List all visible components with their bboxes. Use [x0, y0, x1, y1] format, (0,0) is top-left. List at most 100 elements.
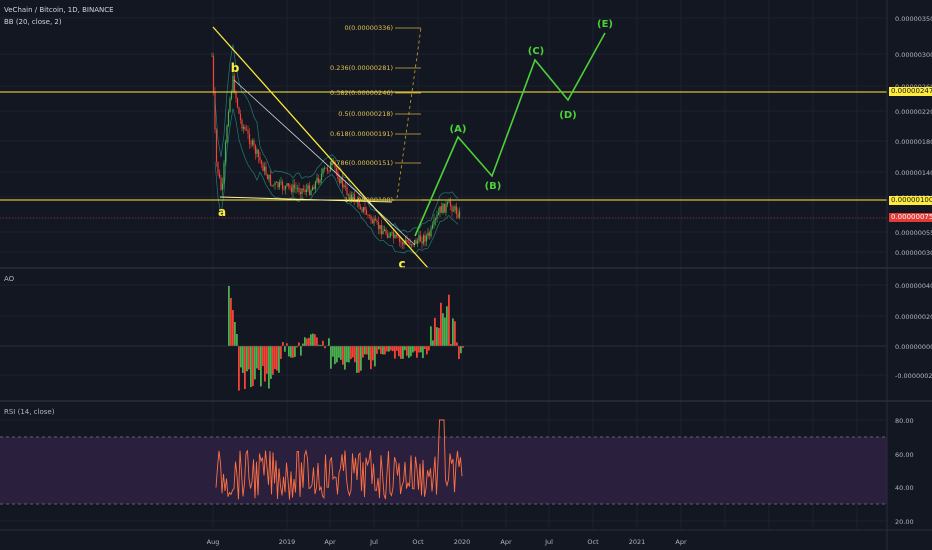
ao-bar [420, 346, 422, 353]
ao-bar [280, 346, 282, 359]
time-tick: Jul [544, 538, 553, 546]
candle-body [226, 125, 228, 143]
candle-body [367, 214, 369, 216]
candle-body [262, 163, 264, 171]
candle-body [325, 167, 327, 169]
candle-body [371, 220, 374, 224]
bb-indicator-label[interactable]: BB (20, close, 2) [4, 18, 62, 26]
ao-tick: 0.00000000 [895, 343, 932, 351]
candle-body [215, 129, 218, 163]
wave-label-C: (C) [528, 46, 544, 57]
ao-bar [424, 346, 426, 350]
ao-bar [398, 346, 400, 357]
ao-bar [250, 346, 252, 388]
candle-body [346, 187, 348, 195]
elliott-wave-projection [414, 32, 606, 237]
ao-bar [332, 346, 334, 357]
ao-bar [302, 343, 304, 346]
ao-bar [460, 346, 462, 354]
time-tick: Jul [369, 538, 378, 546]
ao-bar [312, 333, 314, 346]
candle-body [368, 215, 371, 216]
candle-body [269, 174, 272, 186]
candle-body [305, 189, 308, 193]
candle-body [349, 194, 351, 200]
candle-body [421, 241, 423, 244]
ao-bar [396, 346, 398, 351]
candle-body [238, 107, 240, 114]
ao-bar [356, 346, 358, 373]
time-tick: 2020 [454, 538, 471, 546]
ao-bar [270, 346, 272, 379]
wave-label-E: (E) [597, 19, 613, 30]
ao-bar [438, 327, 440, 346]
candle-body [283, 189, 285, 190]
ao-indicator-label[interactable]: AO [4, 275, 15, 283]
ao-bar [346, 346, 348, 363]
time-tick: Apr [675, 538, 687, 546]
ao-bar [236, 334, 238, 346]
ao-bar [354, 346, 356, 363]
candle-body [322, 168, 324, 174]
candle-body [298, 187, 300, 192]
candle-body [214, 92, 216, 130]
candle-body [377, 222, 380, 230]
candle-body [433, 220, 435, 225]
candle-body [337, 172, 339, 180]
time-tick: 2019 [279, 538, 296, 546]
ao-bar [372, 346, 374, 361]
ao-bar [282, 341, 284, 346]
ao-bar [314, 334, 316, 346]
candle-body [328, 170, 330, 172]
ao-bar [408, 346, 410, 358]
price-tick: 0.00000300 [895, 51, 932, 59]
candle-body [412, 244, 414, 246]
price-tick: 0.00000180 [895, 138, 932, 146]
candle-body [313, 186, 315, 190]
candle-body [212, 55, 215, 93]
candle-body [259, 157, 261, 161]
ao-bar [456, 342, 458, 346]
ao-bar [344, 346, 346, 370]
ao-bar [276, 346, 278, 371]
ao-bar [258, 346, 260, 371]
candle-body [419, 235, 422, 242]
candle-body [361, 209, 363, 212]
candle-body [343, 185, 345, 188]
candle-body [409, 242, 411, 246]
candle-body [386, 233, 389, 238]
rsi-line [0, 419, 887, 505]
ao-bar [310, 334, 312, 346]
fib-retracement: 0(0.00000336) 0.236(0.00000281) 0.382(0.00… [330, 24, 421, 204]
candle-body [359, 206, 362, 210]
price-tick: 0.00000055 [895, 229, 932, 237]
wave-label-B: (B) [485, 181, 502, 192]
candle-body [392, 232, 395, 239]
ao-bar [350, 346, 352, 360]
candle-body [211, 55, 213, 57]
ao-bar [256, 346, 258, 369]
ao-bar [272, 346, 274, 375]
candle-body [301, 188, 303, 194]
candle-body [380, 225, 383, 235]
ao-bar [358, 346, 360, 373]
rsi-tick: 80.00 [895, 417, 914, 425]
candle-body [437, 212, 440, 215]
wave-label-c: c [398, 257, 405, 271]
ao-bar [342, 346, 344, 365]
candle-body [352, 194, 354, 195]
candle-body [358, 198, 360, 207]
candle-body [223, 162, 225, 184]
ao-bar [360, 346, 362, 371]
drawings: a b c (A) (B) (C) (D) (E) [0, 19, 887, 271]
symbol-title[interactable]: VeChain / Bitcoin, 1D, BINANCE [4, 6, 114, 14]
candle-body [403, 242, 405, 245]
rsi-indicator-label[interactable]: RSI (14, close) [4, 408, 55, 416]
candle-body [427, 232, 429, 236]
time-tick: 2021 [629, 538, 646, 546]
trendline-channel [233, 79, 416, 246]
ao-bar [238, 346, 240, 391]
candle-body [331, 161, 333, 164]
candle-body [218, 173, 221, 178]
